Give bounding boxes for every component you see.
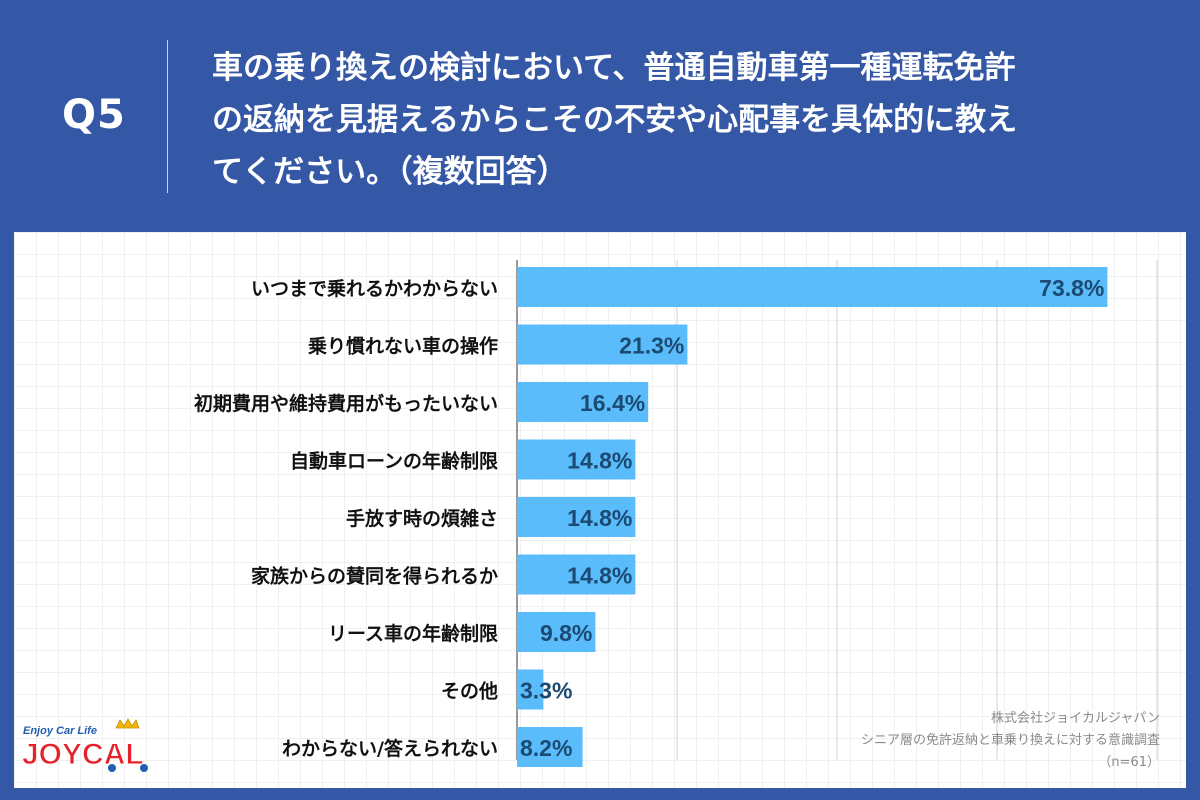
- bar: [517, 727, 583, 767]
- category-label: 初期費用や維持費用がもったいない: [194, 392, 498, 415]
- joycal-logo: Enjoy Car Life JOYCAL: [22, 718, 148, 772]
- category-label: 家族からの賛同を得られるか: [251, 565, 498, 588]
- bar: [517, 554, 636, 595]
- data-label: 8.2%: [520, 735, 572, 761]
- category-label: リース車の年齢制限: [328, 622, 498, 645]
- wheel-icon: [140, 764, 148, 772]
- bar: [517, 439, 636, 480]
- category-label: 乗り慣れない車の操作: [308, 335, 498, 358]
- logo-wordmark: JOYCAL: [22, 738, 144, 771]
- source-sample-size: （n=61）: [1098, 755, 1160, 770]
- data-label: 14.8%: [567, 448, 632, 474]
- category-label: わからない/答えられない: [282, 737, 498, 760]
- data-label: 14.8%: [567, 563, 632, 589]
- question-text: 車の乗り換えの検討において、普通自動車第一種運転免許 の返納を見据えるからこその…: [212, 42, 1142, 198]
- question-header: Q5 車の乗り換えの検討において、普通自動車第一種運転免許 の返納を見据えるから…: [0, 0, 1200, 232]
- data-label: 73.8%: [1039, 275, 1104, 301]
- data-label: 16.4%: [580, 390, 645, 416]
- crown-icon: [115, 718, 140, 729]
- question-line-3: てください。（複数回答）: [212, 154, 568, 190]
- data-label: 21.3%: [619, 333, 684, 359]
- bar: [517, 669, 544, 710]
- source-company: 株式会社ジョイカルジャパン: [990, 711, 1160, 726]
- category-label: 自動車ローンの年齢制限: [290, 450, 498, 473]
- bar: [517, 497, 636, 537]
- question-divider: [167, 40, 168, 193]
- category-label: いつまで乗れるかわからない: [251, 278, 498, 300]
- category-label: その他: [441, 680, 498, 703]
- wheel-icon: [108, 764, 116, 772]
- bar: [517, 382, 649, 422]
- bar: [517, 324, 688, 365]
- bar: [517, 612, 596, 652]
- source-note: 株式会社ジョイカルジャパン シニア層の免許返納と車乗り換えに対する意識調査 （n…: [861, 708, 1160, 774]
- category-label: 手放す時の煩雑さ: [346, 507, 498, 530]
- source-survey: シニア層の免許返納と車乗り換えに対する意識調査: [860, 733, 1160, 748]
- question-line-1: 車の乗り換えの検討において、普通自動車第一種運転免許: [212, 50, 1016, 86]
- question-number: Q5: [62, 92, 126, 138]
- bar: [517, 267, 1108, 307]
- data-label: 14.8%: [567, 505, 632, 531]
- data-label: 9.8%: [540, 620, 592, 646]
- data-label: 3.3%: [520, 678, 572, 704]
- logo-tagline: Enjoy Car Life: [23, 725, 97, 737]
- question-line-2: の返納を見据えるからこその不安や心配事を具体的に教え: [212, 102, 1018, 138]
